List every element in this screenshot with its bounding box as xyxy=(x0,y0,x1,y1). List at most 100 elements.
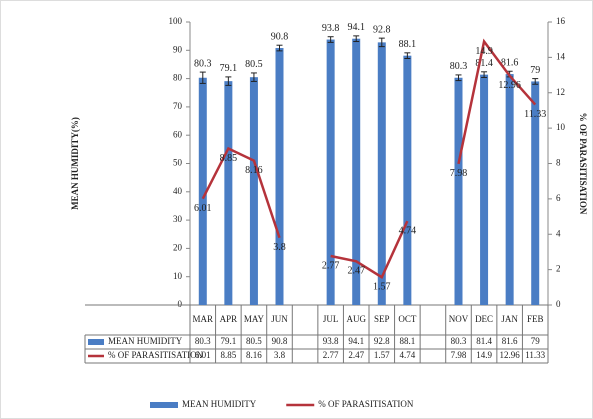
data-label: 4.74 xyxy=(399,225,417,236)
x-tick-label: MAY xyxy=(244,314,265,324)
x-tick-label: JUN xyxy=(271,314,288,324)
data-label: 12.96 xyxy=(498,80,521,91)
table-key xyxy=(88,339,104,345)
table-cell: 88.1 xyxy=(399,336,415,346)
x-tick-label: OCT xyxy=(398,314,417,324)
data-label: 2.77 xyxy=(322,260,340,271)
data-label: 80.3 xyxy=(450,61,468,72)
x-tick-label: FEB xyxy=(527,314,544,324)
y-tick-label: 70 xyxy=(173,101,183,111)
data-label: 3.8 xyxy=(273,242,286,253)
table-cell: 2.77 xyxy=(323,350,339,360)
x-tick-label: NOV xyxy=(449,314,469,324)
bar xyxy=(249,77,258,305)
x-tick-label: MAR xyxy=(193,314,214,324)
table-cell: 80.3 xyxy=(451,336,467,346)
y2-tick-label: 14 xyxy=(556,51,566,61)
table-cell: 7.98 xyxy=(451,350,467,360)
table-cell: 94.1 xyxy=(348,336,364,346)
legend-label: % OF PARASITISATION xyxy=(318,399,414,409)
table-cell: 79.1 xyxy=(220,336,236,346)
y-tick-label: 10 xyxy=(173,271,183,281)
data-label: 93.8 xyxy=(322,23,340,34)
y2-tick-label: 12 xyxy=(556,87,565,97)
table-cell: 81.4 xyxy=(476,336,492,346)
bar xyxy=(480,74,489,305)
x-tick-label: JUL xyxy=(323,314,339,324)
legend-label: MEAN HUMIDITY xyxy=(182,399,257,409)
table-cell: 81.6 xyxy=(502,336,518,346)
bar xyxy=(352,38,361,306)
y2-tick-label: 10 xyxy=(556,122,566,132)
table-cell: 4.74 xyxy=(399,350,415,360)
y2-axis-title: % OF PARASITISATION xyxy=(578,113,588,215)
table-cell: 80.5 xyxy=(246,336,262,346)
data-label: 81.4 xyxy=(475,58,493,69)
bar xyxy=(505,74,514,306)
bar xyxy=(224,81,233,305)
table-cell: 11.33 xyxy=(525,350,545,360)
data-label: 92.8 xyxy=(373,24,391,35)
table-cell: 90.8 xyxy=(272,336,288,346)
x-tick-label: DEC xyxy=(475,314,493,324)
y-tick-label: 90 xyxy=(173,44,183,54)
bar xyxy=(326,39,335,306)
data-label: 2.47 xyxy=(347,266,365,277)
y-tick-label: 20 xyxy=(173,242,183,252)
data-label: 90.8 xyxy=(271,32,289,43)
table-cell: 14.9 xyxy=(476,350,492,360)
legend-key xyxy=(150,402,178,408)
x-tick-label: AUG xyxy=(346,314,366,324)
table-row-header: MEAN HUMIDITY xyxy=(108,336,183,346)
data-label: 79.1 xyxy=(220,63,238,74)
data-label: 79 xyxy=(530,65,540,76)
table-cell: 6.01 xyxy=(195,350,211,360)
data-label: 81.6 xyxy=(501,58,519,69)
y-tick-label: 60 xyxy=(173,129,183,139)
data-label: 7.98 xyxy=(450,168,468,179)
data-label: 1.57 xyxy=(373,282,391,293)
table-cell: 79 xyxy=(531,336,541,346)
y-tick-label: 30 xyxy=(173,214,183,224)
x-tick-label: APR xyxy=(220,314,238,324)
data-label: 8.85 xyxy=(220,153,238,164)
x-tick-label: SEP xyxy=(374,314,390,324)
y2-tick-label: 2 xyxy=(556,264,561,274)
y2-tick-label: 8 xyxy=(556,158,561,168)
table-cell: 12.96 xyxy=(500,350,521,360)
table-row-header: % OF PARASITISATION xyxy=(108,350,204,360)
y-axis-title: MEAN HUMIDITY(%) xyxy=(70,117,80,210)
table-cell: 92.8 xyxy=(374,336,390,346)
table-cell: 93.8 xyxy=(323,336,339,346)
table-cell: 3.8 xyxy=(274,350,286,360)
bar xyxy=(454,77,463,305)
bar xyxy=(531,81,540,306)
y-tick-label: 80 xyxy=(173,73,183,83)
y-tick-label: 50 xyxy=(173,158,183,168)
x-tick-label: JAN xyxy=(501,314,518,324)
data-label: 6.01 xyxy=(194,203,212,214)
table-cell: 8.16 xyxy=(246,350,262,360)
bar xyxy=(275,48,284,305)
bar xyxy=(403,55,412,305)
table-cell: 8.85 xyxy=(220,350,236,360)
bar xyxy=(198,77,207,305)
data-label: 80.3 xyxy=(194,58,212,69)
table-cell: 80.3 xyxy=(195,336,211,346)
data-label: 14.9 xyxy=(475,46,493,57)
y2-tick-label: 6 xyxy=(556,193,561,203)
y2-tick-label: 16 xyxy=(556,16,566,26)
bar xyxy=(377,42,386,305)
data-label: 80.5 xyxy=(245,59,263,70)
table-cell: 1.57 xyxy=(374,350,390,360)
data-label: 11.33 xyxy=(524,109,546,120)
y2-tick-label: 0 xyxy=(556,299,561,309)
y-tick-label: 0 xyxy=(178,299,183,309)
line xyxy=(201,38,537,280)
y2-tick-label: 4 xyxy=(556,228,561,238)
data-label: 88.1 xyxy=(399,39,417,50)
data-label: 8.16 xyxy=(245,165,263,176)
data-label: 94.1 xyxy=(347,22,365,33)
y-tick-label: 100 xyxy=(169,16,183,26)
